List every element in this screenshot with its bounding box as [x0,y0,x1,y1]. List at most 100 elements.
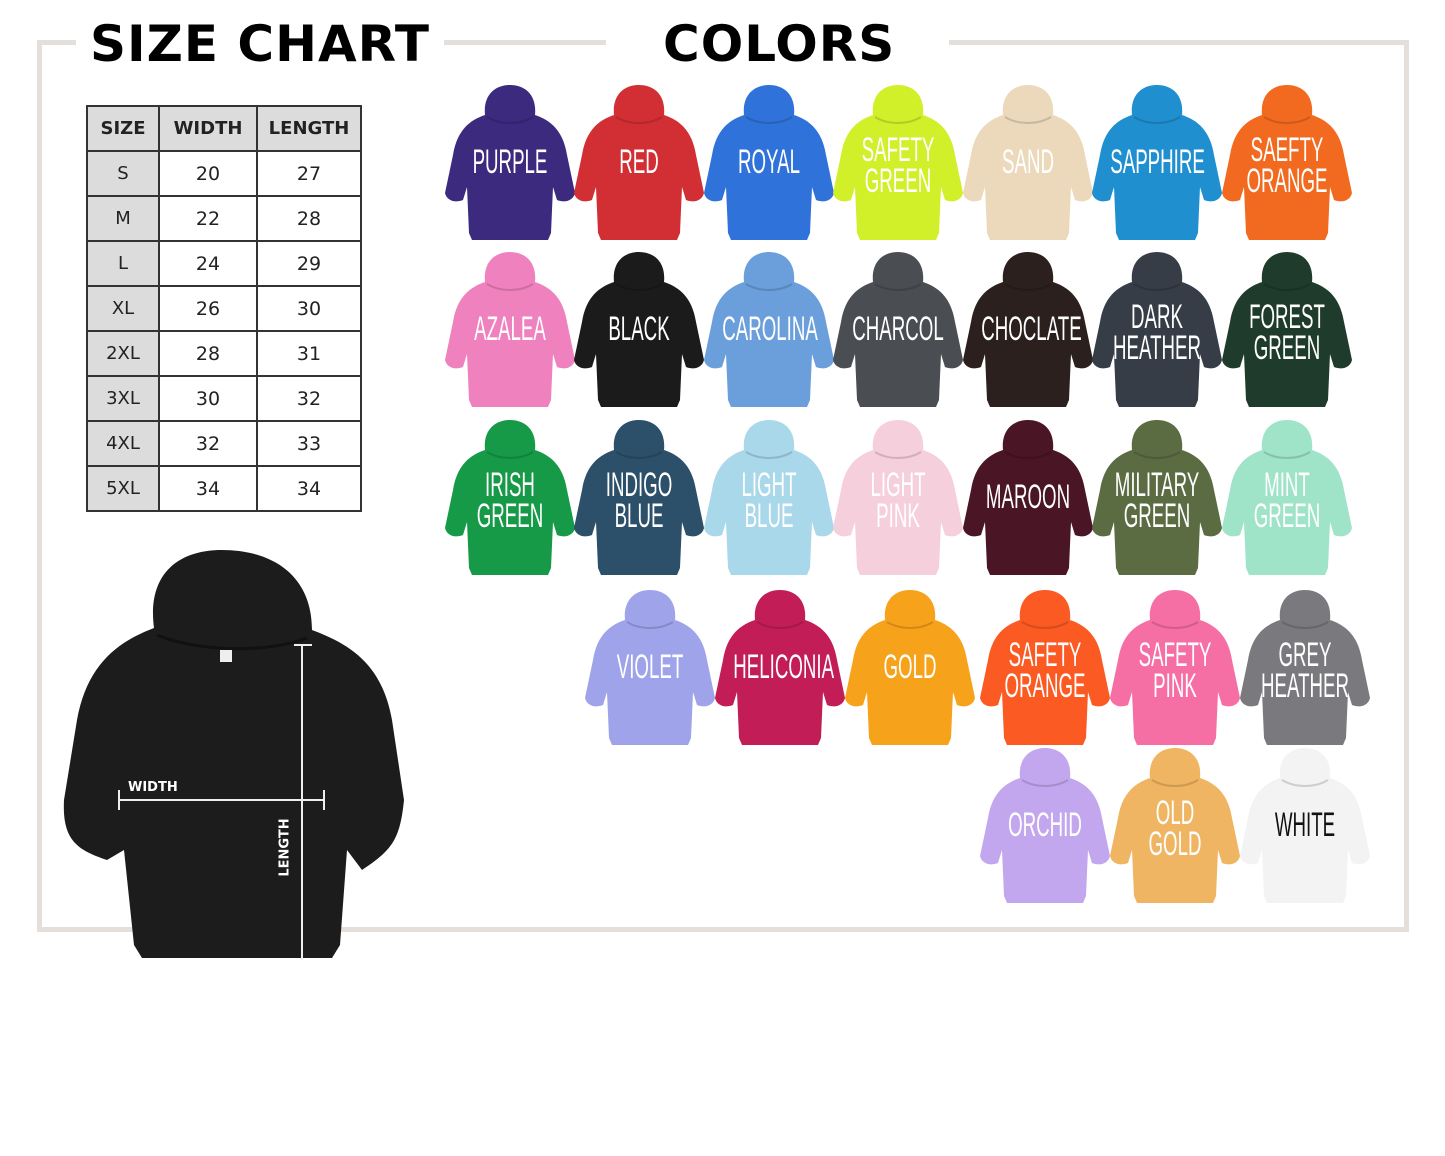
color-swatch-hoodie: OLD GOLD [1110,748,1240,904]
width-label: WIDTH [128,780,178,795]
color-swatch-hoodie: MINT GREEN [1222,420,1352,576]
length-cell: 30 [256,285,362,332]
color-name: CHARCOL [851,310,945,348]
width-cell: 32 [158,420,258,467]
size-cell: 5XL [86,465,160,512]
color-swatch-hoodie: CAROLINA [704,252,834,408]
size-cell: XL [86,285,160,332]
size-cell: 4XL [86,420,160,467]
width-cell: 24 [158,240,258,287]
color-swatch-hoodie: LIGHT PINK [833,420,963,576]
color-name-line: GREEN [864,162,932,200]
color-swatch-hoodie: GOLD [845,590,975,746]
color-name-line: BLACK [608,310,670,348]
size-cell: 3XL [86,375,160,422]
color-swatch-hoodie: SAFETY ORANGE [980,590,1110,746]
color-swatch-hoodie: CHARCOL [833,252,963,408]
color-name-line: FOREST [1249,298,1325,336]
color-name-line: MINT [1264,466,1310,504]
color-name-line: SAPPHIRE [1110,143,1205,181]
hoodie-icon [574,85,704,240]
color-name: IRISH GREEN [463,466,557,535]
color-name: ROYAL [722,143,816,181]
hoodie-icon [845,590,975,745]
table-row: 3XL 30 32 [86,375,362,422]
color-name-line: WHITE [1274,806,1336,844]
color-name-line: DARK [1131,298,1183,336]
color-name-line: ORCHID [1008,806,1082,844]
color-swatch-hoodie: MILITARY GREEN [1092,420,1222,576]
color-swatch-hoodie: WHITE [1240,748,1370,904]
hoodie-icon [833,85,963,240]
hoodie-icon [574,252,704,407]
color-name-line: AZALEA [474,310,546,348]
color-name: MILITARY GREEN [1110,466,1204,533]
color-name-line: GREEN [1253,497,1321,535]
color-swatch-hoodie: LIGHT BLUE [704,420,834,576]
color-name: SAFETY PINK [1128,636,1222,703]
width-cell: 20 [158,150,258,197]
color-name-line: SAFETY [861,131,935,169]
length-cell: 31 [256,330,362,377]
width-cell: 26 [158,285,258,332]
color-name: LIGHT PINK [851,468,945,533]
color-name-line: SAFETY [1008,636,1082,674]
table-header-row: SIZE WIDTH LENGTH [86,105,362,152]
color-name-line: IRISH [485,466,535,504]
table-row: L 24 29 [86,240,362,287]
color-name-line: GREEN [476,497,544,535]
color-name-line: MILITARY [1114,466,1200,504]
hoodie-icon [1092,252,1222,407]
color-name-line: SAEFTY [1250,131,1324,169]
color-name-line: RED [619,143,659,181]
color-swatch-hoodie: CHOCLATE [963,252,1093,408]
color-name: ORCHID [998,806,1092,844]
length-cell: 28 [256,195,362,242]
hoodie-icon [445,420,575,575]
length-cell: 33 [256,420,362,467]
color-name-line: GREEN [1253,329,1321,367]
hoodie-icon [704,420,834,575]
color-swatch-hoodie: MAROON [963,420,1093,576]
color-swatch-hoodie: SAFETY PINK [1110,590,1240,746]
measurement-hoodie [62,550,404,960]
hoodie-icon [963,252,1093,407]
header-size: SIZE [86,105,160,152]
color-name-line: INDIGO [605,466,673,504]
color-name-line: HEATHER [1261,667,1349,705]
color-name: PURPLE [463,145,557,179]
frame-right [1404,40,1409,932]
color-name-line: BLUE [744,497,794,535]
color-name-line: ROYAL [737,143,801,181]
width-cell: 30 [158,375,258,422]
color-name-line: ORANGE [1004,667,1086,705]
color-name-line: CHARCOL [852,310,944,348]
color-name: HELICONIA [733,650,834,684]
hoodie-icon [704,85,834,240]
table-row: 4XL 32 33 [86,420,362,467]
color-swatch-hoodie: SAPPHIRE [1092,85,1222,241]
color-name: LIGHT BLUE [722,466,816,535]
color-name-line: MAROON [985,478,1071,516]
color-name-line: HEATHER [1113,329,1201,367]
length-cell: 29 [256,240,362,287]
table-row: 2XL 28 31 [86,330,362,377]
color-name-line: LIGHT [741,466,797,504]
color-swatch-hoodie: GREY HEATHER [1240,590,1370,746]
color-name-line: GOLD [883,648,937,686]
color-name-line: ORANGE [1246,162,1328,200]
color-swatch-hoodie: DARK HEATHER [1092,252,1222,408]
color-name: AZALEA [463,310,557,348]
hoodie-icon [980,748,1110,903]
color-name: VIOLET [603,650,697,684]
color-name-line: CHOCLATE [981,310,1082,348]
hoodie-icon [445,85,575,240]
color-name-line: SAFETY [1138,636,1212,674]
hoodie-icon [1222,252,1352,407]
color-name-line: BLUE [614,497,664,535]
hoodie-icon [445,252,575,407]
length-cell: 34 [256,465,362,512]
color-name: DARK HEATHER [1110,298,1204,367]
color-name: SAFETY ORANGE [998,636,1092,705]
colors-heading: COLORS [606,14,950,74]
